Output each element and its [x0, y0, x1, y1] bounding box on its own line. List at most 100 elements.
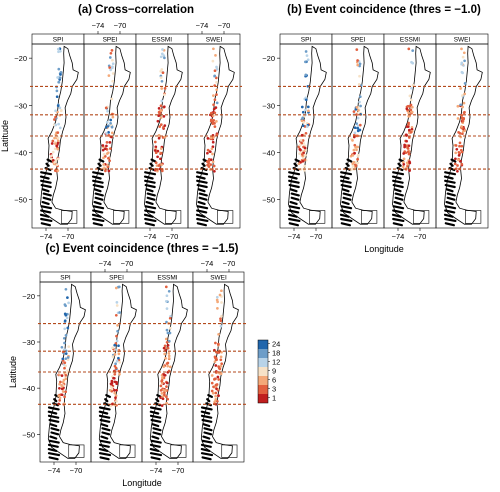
station-point	[62, 336, 66, 340]
station-point	[303, 164, 307, 168]
station-point	[358, 62, 362, 66]
fjord-island	[340, 217, 353, 222]
x-top-tick-label: −74	[99, 259, 112, 268]
fjord-island	[92, 217, 105, 222]
station-point	[154, 145, 158, 149]
fjord-island	[40, 217, 53, 222]
y-tick-label: −20	[22, 292, 35, 301]
station-point	[218, 293, 222, 297]
fjord-island	[450, 158, 457, 163]
station-point	[162, 115, 166, 118]
fjord-island	[340, 209, 352, 214]
station-point	[63, 312, 67, 316]
station-point	[163, 344, 167, 348]
fjord-island	[288, 205, 301, 210]
x-bottom-tick-label: −74	[288, 232, 301, 241]
x-bottom-tick-label: −70	[172, 466, 185, 475]
station-point	[160, 151, 163, 155]
station-point	[215, 101, 219, 105]
colorbar-tick-label: 6	[272, 375, 276, 384]
fjord-island	[92, 179, 104, 184]
fjord-island	[449, 162, 454, 167]
station-point	[165, 340, 169, 344]
fjord-island	[444, 205, 457, 210]
station-point	[217, 378, 221, 381]
station-point	[157, 107, 161, 110]
fjord-island	[394, 192, 404, 197]
station-point	[165, 381, 169, 385]
station-point	[406, 150, 410, 154]
fjord-island	[289, 188, 298, 193]
station-point	[58, 399, 62, 402]
fjord-island	[42, 192, 52, 197]
fjord-island	[391, 175, 402, 180]
station-point	[105, 163, 109, 167]
fjord-island	[394, 196, 404, 201]
station-point	[165, 385, 168, 388]
station-point	[53, 160, 56, 164]
station-point	[214, 54, 217, 57]
station-point	[160, 378, 164, 382]
panel-swei: SWEI	[187, 33, 241, 229]
fjord-island	[443, 175, 454, 180]
station-point	[358, 74, 361, 78]
station-point	[156, 149, 160, 153]
station-point	[219, 317, 222, 321]
station-point	[160, 52, 164, 56]
fjord-island	[288, 171, 301, 176]
station-point	[214, 341, 217, 345]
station-point	[65, 316, 69, 320]
station-point	[304, 73, 308, 77]
station-point	[219, 355, 223, 359]
station-point	[163, 87, 167, 90]
station-point	[209, 119, 213, 123]
station-point	[156, 119, 160, 123]
y-tick-label: −20	[262, 54, 275, 63]
station-point	[64, 352, 68, 355]
panel-strip-label: SWEI	[206, 37, 223, 44]
station-point	[407, 128, 411, 132]
station-point	[355, 122, 358, 125]
fjord-island	[197, 201, 206, 205]
fjord-island	[287, 213, 298, 218]
fjord-island	[143, 213, 154, 218]
fjord-island	[150, 158, 157, 163]
station-point	[164, 285, 168, 289]
station-point	[159, 123, 163, 126]
station-point	[303, 158, 307, 162]
station-point	[162, 105, 166, 109]
station-point	[301, 124, 305, 128]
station-point	[463, 92, 467, 96]
fjord-island	[40, 171, 53, 176]
station-point	[209, 136, 213, 140]
station-point	[163, 56, 166, 60]
station-point	[162, 373, 166, 376]
fjord-island	[288, 209, 300, 214]
station-point	[463, 82, 467, 85]
fjord-island	[392, 222, 403, 227]
station-point	[63, 366, 66, 370]
station-point	[164, 357, 167, 360]
fjord-island	[339, 175, 350, 180]
fjord-island	[201, 162, 206, 167]
chart-title: (a) Cross−correlation	[78, 4, 194, 16]
station-point	[215, 120, 218, 123]
fjord-island	[98, 443, 110, 448]
chart-title: (b) Event coincidence (thres = −1.0)	[287, 4, 481, 16]
station-point	[108, 388, 112, 392]
station-point	[118, 372, 121, 376]
colorbar-tick-label: 3	[272, 384, 276, 393]
station-point	[358, 95, 362, 99]
fjord-island	[340, 179, 352, 184]
y-tick-label: −30	[22, 338, 35, 347]
station-point	[403, 143, 406, 147]
station-point	[157, 110, 161, 114]
fjord-island	[392, 171, 405, 176]
station-point	[408, 161, 412, 165]
station-point	[49, 157, 53, 161]
fjord-island	[50, 427, 60, 432]
station-point	[163, 391, 166, 394]
station-point	[207, 161, 210, 165]
fjord-island	[101, 431, 111, 436]
station-point	[461, 55, 465, 59]
